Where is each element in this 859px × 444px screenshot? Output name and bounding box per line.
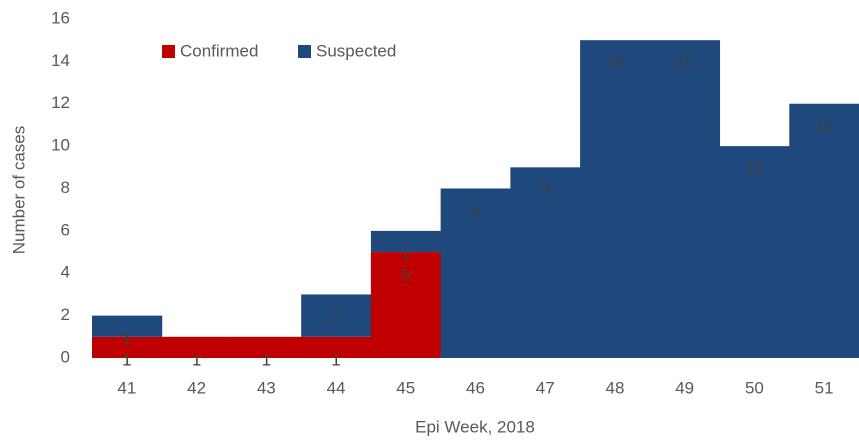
y-tick-label: 10 <box>51 136 70 155</box>
data-label: 15 <box>605 54 624 73</box>
x-tick-label: 45 <box>396 378 415 397</box>
legend-label: Confirmed <box>180 41 258 60</box>
data-label: 1 <box>262 350 271 369</box>
data-label: 1 <box>331 350 340 369</box>
y-tick-label: 14 <box>51 51 70 70</box>
bar-segment <box>370 230 442 253</box>
data-label: 1 <box>122 329 131 348</box>
x-axis-title: Epi Week, 2018 <box>415 417 535 436</box>
bar-segment <box>161 336 232 358</box>
bar-segment <box>789 103 859 358</box>
bar-segment <box>301 294 372 337</box>
bar-segment <box>440 188 511 358</box>
legend-swatch <box>162 45 175 58</box>
data-label: 9 <box>540 181 549 200</box>
data-label: 12 <box>815 117 834 136</box>
data-label: 8 <box>471 202 480 221</box>
y-tick-label: 6 <box>61 220 70 239</box>
y-tick-label: 8 <box>61 178 70 197</box>
legend-label: Suspected <box>316 41 396 60</box>
bar-segment <box>510 167 581 358</box>
bar-segment <box>370 252 442 358</box>
x-tick-label: 47 <box>536 378 555 397</box>
y-axis-title: Number of cases <box>9 126 28 255</box>
y-tick-label: 2 <box>61 305 70 324</box>
data-label: 10 <box>745 160 764 179</box>
y-tick-label: 16 <box>51 8 70 27</box>
x-tick-label: 42 <box>187 378 206 397</box>
data-label: 1 <box>401 244 410 263</box>
bar-segment <box>92 315 163 337</box>
x-tick-label: 44 <box>327 378 346 397</box>
bar-segment <box>301 336 372 358</box>
data-label: 5 <box>401 266 410 285</box>
bar-segment <box>92 336 163 358</box>
y-tick-label: 12 <box>51 93 70 112</box>
x-tick-label: 51 <box>815 378 834 397</box>
x-tick-label: 43 <box>257 378 276 397</box>
x-tick-label: 46 <box>466 378 485 397</box>
bar-segment <box>231 336 302 358</box>
data-label: 15 <box>675 54 694 73</box>
legend-swatch <box>298 45 311 58</box>
x-tick-label: 49 <box>675 378 694 397</box>
x-tick-label: 50 <box>745 378 764 397</box>
y-tick-label: 4 <box>61 263 70 282</box>
y-tick-label: 0 <box>61 347 70 366</box>
bar-segment <box>719 146 790 358</box>
x-tick-label: 48 <box>605 378 624 397</box>
data-label: 1 <box>122 350 131 369</box>
bar-segment <box>649 40 721 358</box>
x-tick-label: 41 <box>117 378 136 397</box>
bar-segment <box>580 40 651 358</box>
data-label: 1 <box>192 350 201 369</box>
data-label: 2 <box>331 308 340 327</box>
